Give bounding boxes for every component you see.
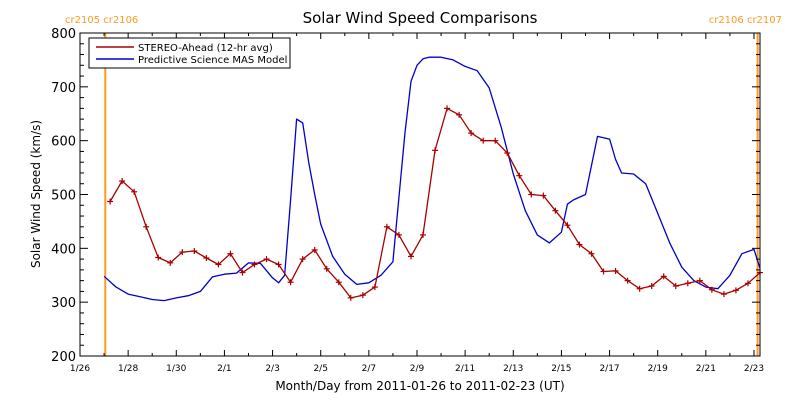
stereo-point bbox=[528, 191, 535, 198]
y-tick-label-3: 500 bbox=[51, 189, 76, 204]
stereo-point bbox=[744, 280, 751, 287]
stereo-point bbox=[516, 172, 523, 179]
stereo-point bbox=[576, 241, 583, 248]
carrington-marker-labels: cr2105 cr2106 cr2106 cr2107 bbox=[65, 15, 782, 26]
stereo-point bbox=[420, 231, 427, 238]
y-tick-label-0: 200 bbox=[51, 350, 76, 365]
stereo-point bbox=[552, 207, 559, 214]
x-tick-label-1: 1/28 bbox=[118, 364, 138, 374]
stereo-point bbox=[287, 279, 294, 286]
y-tick-label-6: 800 bbox=[51, 27, 76, 42]
stereo-point bbox=[468, 130, 475, 137]
stereo-point bbox=[708, 286, 715, 293]
stereo-point bbox=[191, 248, 198, 255]
stereo-point bbox=[696, 277, 703, 284]
stereo-point bbox=[143, 223, 150, 230]
x-tick-label-0: 1/26 bbox=[70, 364, 90, 374]
series-line-model bbox=[103, 56, 761, 302]
stereo-point bbox=[732, 287, 739, 294]
x-tick-label-13: 2/21 bbox=[696, 364, 716, 374]
stereo-point bbox=[444, 105, 451, 112]
stereo-point bbox=[395, 231, 402, 238]
x-tick-label-12: 2/19 bbox=[648, 364, 668, 374]
stereo-point bbox=[251, 261, 258, 268]
x-tick-label-10: 2/15 bbox=[551, 364, 571, 374]
series-layer bbox=[103, 56, 763, 302]
stereo-point bbox=[203, 255, 210, 262]
legend: STEREO-Ahead (12-hr avg) Predictive Scie… bbox=[88, 37, 291, 69]
stereo-point bbox=[624, 277, 631, 284]
stereo-point bbox=[720, 291, 727, 298]
stereo-point bbox=[155, 254, 162, 261]
x-tick-label-3: 2/1 bbox=[217, 364, 231, 374]
axis-ticks: 1/26 1/28 1/30 2/1 2/3 2/5 2/7 2/9 2/11 2/13 2/15 2… bbox=[51, 27, 764, 374]
stereo-point bbox=[323, 265, 330, 272]
stereo-point bbox=[215, 261, 222, 268]
stereo-point bbox=[660, 273, 667, 280]
y-tick-label-1: 300 bbox=[51, 296, 76, 311]
stereo-point bbox=[227, 250, 234, 257]
y-tick-label-4: 600 bbox=[51, 135, 76, 150]
stereo-point bbox=[456, 111, 463, 118]
stereo-point bbox=[263, 256, 270, 263]
stereo-point bbox=[540, 192, 547, 199]
stereo-point bbox=[564, 222, 571, 229]
stereo-point bbox=[371, 284, 378, 291]
stereo-point bbox=[407, 253, 414, 260]
stereo-point bbox=[335, 279, 342, 286]
stereo-point bbox=[239, 269, 246, 276]
stereo-point bbox=[311, 246, 318, 253]
y-tick-label-2: 400 bbox=[51, 242, 76, 257]
x-tick-label-8: 2/11 bbox=[455, 364, 475, 374]
legend-box bbox=[88, 37, 291, 69]
stereo-point bbox=[359, 292, 366, 299]
stereo-point bbox=[275, 261, 282, 268]
x-tick-label-9: 2/13 bbox=[503, 364, 523, 374]
stereo-point bbox=[167, 259, 174, 266]
x-tick-label-6: 2/7 bbox=[362, 364, 376, 374]
stereo-point bbox=[684, 280, 691, 287]
x-tick-label-14: 2/23 bbox=[744, 364, 764, 374]
stereo-point bbox=[648, 283, 655, 290]
stereo-point bbox=[432, 147, 439, 154]
x-tick-label-7: 2/9 bbox=[410, 364, 425, 374]
x-tick-label-4: 2/3 bbox=[265, 364, 279, 374]
stereo-point bbox=[672, 283, 679, 290]
stereo-point bbox=[504, 150, 511, 157]
x-tick-label-5: 2/5 bbox=[313, 364, 327, 374]
legend-label-model: Predictive Science MAS Model bbox=[138, 55, 287, 66]
y-axis-label: Solar Wind Speed (km/s) bbox=[29, 120, 43, 268]
stereo-point bbox=[480, 137, 487, 144]
x-tick-label-11: 2/17 bbox=[599, 364, 619, 374]
legend-label-stereo: STEREO-Ahead (12-hr avg) bbox=[138, 43, 273, 54]
stereo-point bbox=[636, 285, 643, 292]
stereo-point bbox=[492, 137, 499, 144]
x-tick-label-2: 1/30 bbox=[166, 364, 186, 374]
stereo-point bbox=[383, 223, 390, 230]
carrington-label-0: cr2105 cr2106 bbox=[65, 15, 138, 26]
x-axis-label: Month/Day from 2011-01-26 to 2011-02-23 … bbox=[275, 379, 564, 393]
stereo-point bbox=[119, 178, 126, 185]
carrington-label-1: cr2106 cr2107 bbox=[709, 15, 782, 26]
stereo-point bbox=[588, 250, 595, 257]
stereo-point bbox=[131, 188, 138, 195]
stereo-point bbox=[107, 198, 114, 205]
stereo-point bbox=[612, 267, 619, 274]
stereo-point bbox=[299, 256, 306, 263]
stereo-point bbox=[600, 268, 607, 275]
y-tick-label-5: 700 bbox=[51, 81, 76, 96]
chart-title: Solar Wind Speed Comparisons bbox=[303, 9, 538, 27]
stereo-point bbox=[179, 249, 186, 256]
stereo-point bbox=[347, 294, 354, 301]
